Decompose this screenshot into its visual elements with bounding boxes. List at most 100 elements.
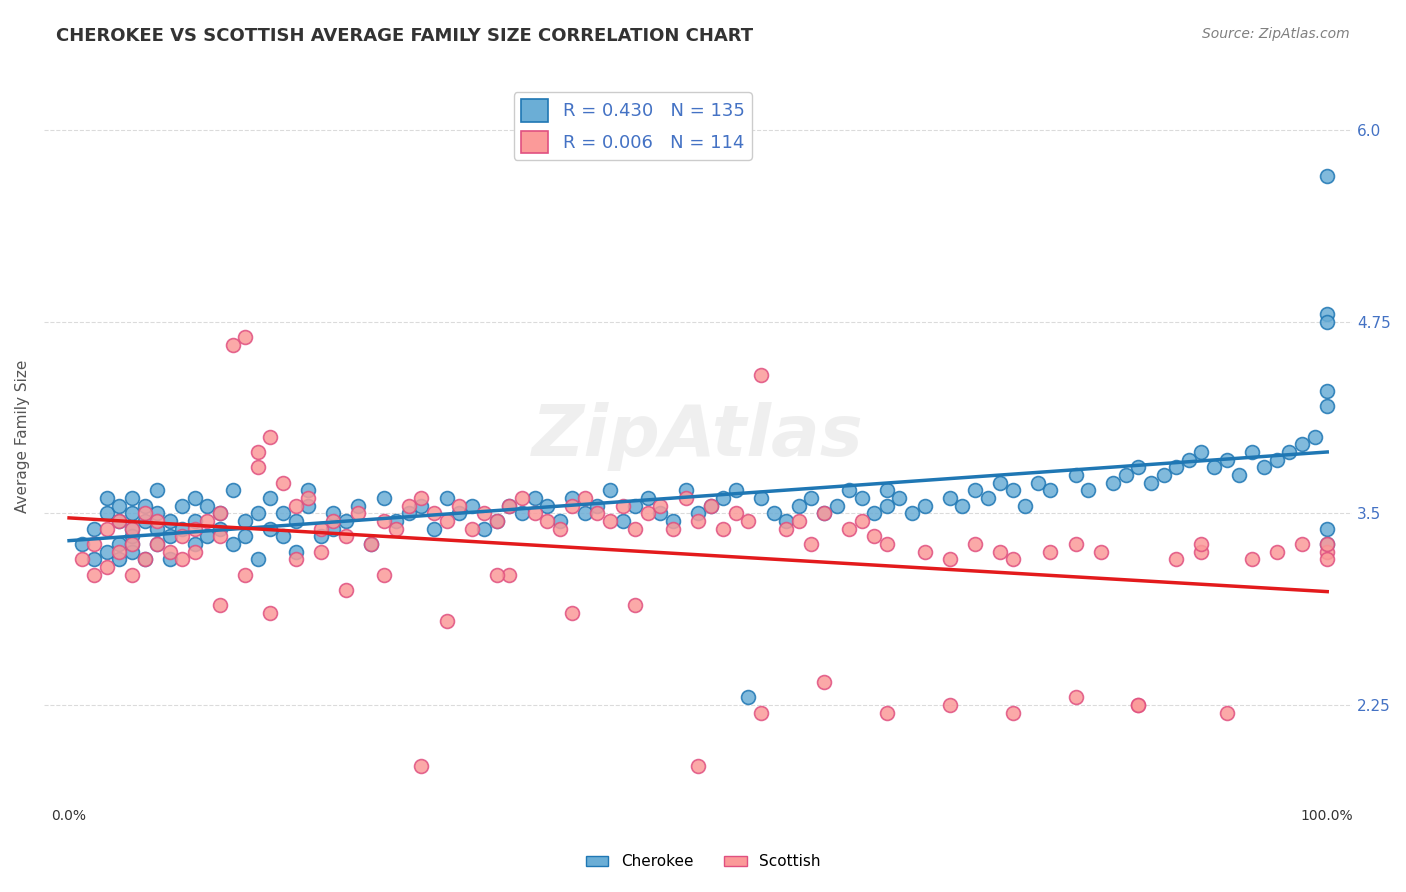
Cherokee (889, 491, 911, 505)
Scottish (1090, 544, 1112, 558)
Cherokee (121, 529, 143, 543)
Scottish (1128, 698, 1150, 712)
Cherokee (1140, 475, 1163, 490)
Scottish (498, 499, 520, 513)
Scottish (688, 514, 710, 528)
Scottish (284, 552, 307, 566)
Cherokee (1240, 445, 1263, 459)
Cherokee (523, 491, 546, 505)
Cherokee (172, 499, 194, 513)
Cherokee (624, 499, 647, 513)
Cherokee (146, 506, 169, 520)
Legend: R = 0.430   N = 135, R = 0.006   N = 114: R = 0.430 N = 135, R = 0.006 N = 114 (513, 92, 752, 160)
Scottish (724, 506, 747, 520)
Scottish (284, 499, 307, 513)
Cherokee (775, 514, 797, 528)
Cherokee (1215, 452, 1237, 467)
Cherokee (1316, 522, 1339, 536)
Scottish (233, 567, 256, 582)
Cherokee (221, 537, 243, 551)
Scottish (749, 706, 772, 720)
Scottish (813, 675, 835, 690)
Cherokee (498, 499, 520, 513)
Cherokee (1039, 483, 1062, 498)
Scottish (1316, 537, 1339, 551)
Cherokee (108, 499, 131, 513)
Cherokee (347, 499, 370, 513)
Cherokee (134, 499, 156, 513)
Scottish (1240, 552, 1263, 566)
Cherokee (825, 499, 848, 513)
Scottish (335, 582, 357, 597)
Cherokee (373, 491, 395, 505)
Cherokee (1291, 437, 1313, 451)
Scottish (208, 506, 231, 520)
Scottish (146, 514, 169, 528)
Scottish (134, 552, 156, 566)
Scottish (749, 368, 772, 383)
Cherokee (950, 499, 973, 513)
Scottish (876, 706, 898, 720)
Scottish (1291, 537, 1313, 551)
Scottish (360, 537, 382, 551)
Scottish (347, 506, 370, 520)
Cherokee (246, 552, 269, 566)
Cherokee (548, 514, 571, 528)
Scottish (863, 529, 886, 543)
Scottish (1001, 552, 1024, 566)
Scottish (184, 544, 207, 558)
Cherokee (1316, 169, 1339, 183)
Cherokee (1064, 467, 1087, 482)
Scottish (1265, 544, 1288, 558)
Scottish (436, 614, 458, 628)
Cherokee (259, 491, 281, 505)
Scottish (460, 522, 482, 536)
Scottish (586, 506, 609, 520)
Scottish (1039, 544, 1062, 558)
Scottish (650, 499, 672, 513)
Cherokee (208, 522, 231, 536)
Cherokee (1128, 460, 1150, 475)
Cherokee (876, 483, 898, 498)
Scottish (449, 499, 471, 513)
Cherokee (184, 491, 207, 505)
Cherokee (159, 529, 181, 543)
Cherokee (914, 499, 936, 513)
Scottish (96, 560, 118, 574)
Scottish (385, 522, 408, 536)
Cherokee (650, 506, 672, 520)
Cherokee (121, 506, 143, 520)
Scottish (159, 544, 181, 558)
Cherokee (233, 514, 256, 528)
Cherokee (449, 506, 471, 520)
Cherokee (284, 514, 307, 528)
Cherokee (1001, 483, 1024, 498)
Scottish (373, 567, 395, 582)
Scottish (624, 599, 647, 613)
Scottish (737, 514, 759, 528)
Scottish (472, 506, 495, 520)
Scottish (436, 514, 458, 528)
Scottish (876, 537, 898, 551)
Cherokee (146, 522, 169, 536)
Scottish (1001, 706, 1024, 720)
Cherokee (510, 506, 533, 520)
Scottish (246, 445, 269, 459)
Cherokee (146, 483, 169, 498)
Scottish (523, 506, 546, 520)
Cherokee (1265, 452, 1288, 467)
Scottish (1064, 537, 1087, 551)
Cherokee (108, 537, 131, 551)
Cherokee (1303, 429, 1326, 443)
Scottish (208, 529, 231, 543)
Cherokee (485, 514, 508, 528)
Scottish (259, 606, 281, 620)
Cherokee (1316, 399, 1339, 413)
Legend: Cherokee, Scottish: Cherokee, Scottish (579, 848, 827, 875)
Cherokee (335, 514, 357, 528)
Cherokee (1166, 460, 1188, 475)
Scottish (548, 522, 571, 536)
Scottish (259, 429, 281, 443)
Cherokee (96, 506, 118, 520)
Scottish (172, 529, 194, 543)
